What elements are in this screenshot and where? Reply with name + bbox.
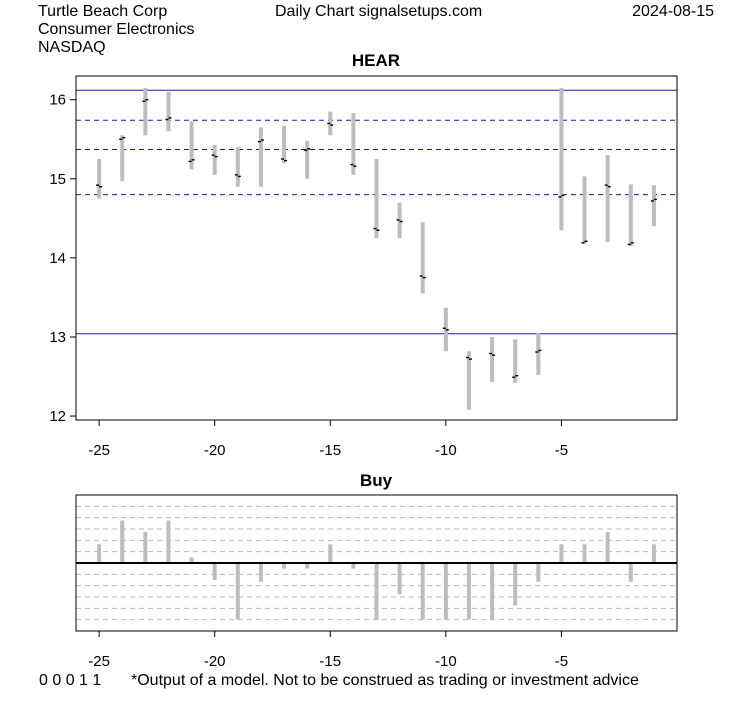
x-tick-label: -15: [319, 442, 341, 459]
buy-x-tick-label: -5: [555, 653, 568, 670]
y-tick-label: 12: [49, 408, 66, 425]
chart-source: Daily Chart signalsetups.com: [275, 3, 483, 20]
model-code: 0 0 0 1 1: [39, 672, 102, 689]
buy-plot-frame: [75, 494, 678, 632]
disclaimer: *Output of a model. Not to be construed …: [131, 672, 639, 689]
y-tick-label: 13: [49, 329, 66, 346]
sector-name: Consumer Electronics: [38, 21, 195, 38]
buy-x-tick-label: -15: [319, 653, 341, 670]
x-tick-label: -5: [555, 442, 568, 459]
buy-chart-title: Buy: [360, 471, 393, 490]
x-tick-label: -25: [88, 442, 110, 459]
company-name: Turtle Beach Corp: [38, 3, 168, 20]
x-tick-label: -10: [435, 442, 457, 459]
chart-date: 2024-08-15: [632, 3, 714, 20]
price-chart-title: HEAR: [352, 51, 400, 70]
y-tick-label: 14: [49, 250, 66, 267]
y-tick-label: 16: [49, 92, 66, 109]
y-tick-label: 15: [49, 171, 66, 188]
buy-x-tick-label: -25: [88, 653, 110, 670]
buy-x-tick-label: -20: [204, 653, 226, 670]
buy-x-tick-label: -10: [435, 653, 457, 670]
price-plot-frame: [75, 75, 678, 421]
x-tick-label: -20: [204, 442, 226, 459]
exchange-name: NASDAQ: [38, 39, 106, 56]
